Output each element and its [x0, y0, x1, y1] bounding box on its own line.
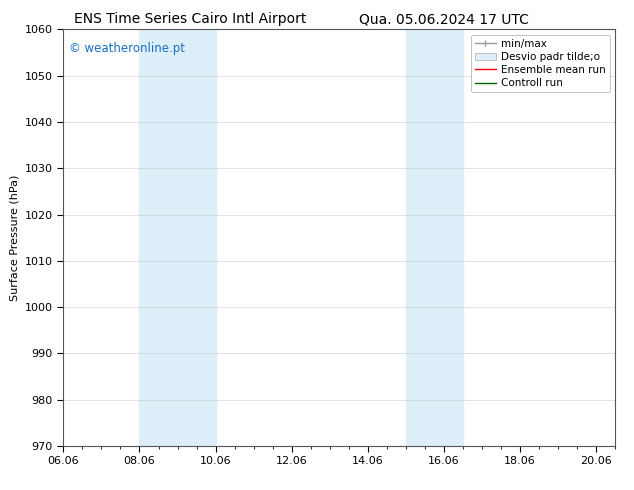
Legend: min/max, Desvio padr tilde;o, Ensemble mean run, Controll run: min/max, Desvio padr tilde;o, Ensemble m… [470, 35, 610, 92]
Bar [406, 29, 434, 446]
Bar [434, 29, 463, 446]
Text: Qua. 05.06.2024 17 UTC: Qua. 05.06.2024 17 UTC [359, 12, 529, 26]
Text: ENS Time Series Cairo Intl Airport: ENS Time Series Cairo Intl Airport [74, 12, 306, 26]
Y-axis label: Surface Pressure (hPa): Surface Pressure (hPa) [10, 174, 19, 301]
Text: © weatheronline.pt: © weatheronline.pt [69, 42, 185, 55]
Bar [139, 29, 216, 446]
